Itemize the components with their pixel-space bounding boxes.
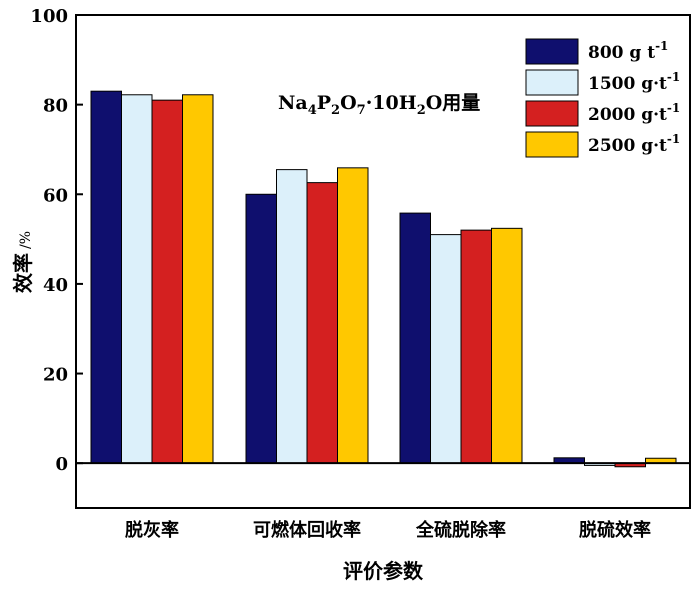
y-axis-title-text: 效率 [11, 253, 35, 293]
x-tick-label: 可燃体回收率 [253, 519, 361, 541]
formula-part: O用量 [426, 92, 481, 114]
formula-sub: 7 [357, 103, 366, 118]
bar [276, 169, 308, 464]
x-tick-label: 脱硫效率 [579, 519, 651, 541]
legend-label: 2000 g·t-1 [588, 101, 680, 125]
y-axis-title: 效率 /% [11, 231, 35, 293]
formula-sub: 4 [308, 103, 317, 118]
legend-label: 2500 g·t-1 [588, 132, 680, 156]
formula-sub: 2 [417, 103, 426, 118]
bar [245, 193, 277, 464]
x-tick-label: 脱灰率 [125, 519, 179, 541]
x-axis-labels: 脱灰率 可燃体回收率 全硫脱除率 脱硫效率 [125, 519, 651, 541]
legend-label: 1500 g·t-1 [588, 70, 680, 94]
bar [121, 94, 153, 464]
legend-swatch [525, 69, 579, 96]
bar [182, 94, 214, 464]
y-tick-label: 40 [43, 275, 68, 296]
bar [151, 99, 183, 464]
legend-swatch [525, 131, 579, 158]
bar [337, 167, 369, 464]
bar [460, 229, 492, 464]
bar [90, 90, 122, 464]
formula-part: Na [278, 92, 308, 114]
bars [90, 90, 677, 468]
plot-frame [75, 14, 691, 509]
bar [430, 234, 462, 464]
formula-annotation: Na4P2O7·10H2O用量 [278, 92, 480, 118]
y-axis: 0 20 40 60 80 100 [30, 6, 83, 475]
legend-swatch [525, 100, 579, 127]
y-tick-label: 80 [43, 96, 68, 117]
y-tick-label: 0 [55, 454, 68, 475]
y-tick-label: 100 [30, 6, 68, 27]
bar [491, 227, 523, 464]
legend-swatch [525, 38, 579, 65]
formula-part: O [340, 92, 357, 114]
legend-label: 800 g t-1 [588, 39, 668, 63]
y-axis-unit: /% [18, 231, 34, 249]
x-tick-label: 全硫脱除率 [415, 519, 506, 541]
bar [306, 182, 338, 464]
y-tick-label: 20 [43, 365, 68, 386]
legend: 800 g t-1 1500 g·t-1 2000 g·t-1 2500 g·t-1 [525, 38, 680, 158]
x-axis-title: 评价参数 [343, 559, 424, 583]
formula-part: P [317, 92, 331, 114]
formula-sub: 2 [331, 103, 340, 118]
y-tick-label: 60 [43, 185, 68, 206]
formula-part: ·10H [366, 92, 417, 114]
bar [399, 212, 431, 464]
